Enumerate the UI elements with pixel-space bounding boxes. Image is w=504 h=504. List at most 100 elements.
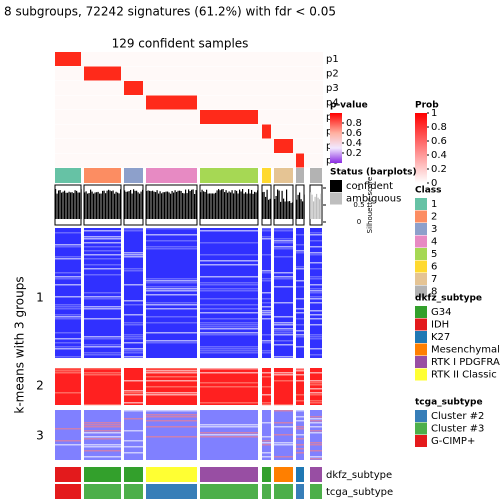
heatmap-stripe — [274, 324, 293, 326]
legend-tick-label: 1 — [431, 108, 437, 119]
heatmap-stripe — [146, 246, 197, 248]
heatmap-stripe — [274, 248, 293, 250]
heatmap-stripe — [200, 432, 258, 434]
heatmap-stripe — [262, 444, 271, 446]
heatmap-stripe — [310, 422, 322, 424]
silhouette-bar — [139, 193, 141, 219]
heatmap-stripe — [262, 310, 271, 312]
silhouette-bar — [177, 190, 179, 219]
legend-tick-label: 0 — [431, 178, 437, 189]
silhouette-bar — [263, 191, 265, 219]
title: 8 subgroups, 72242 signatures (61.2%) wi… — [4, 5, 336, 19]
heatmap-stripe — [200, 308, 258, 310]
heatmap-stripe — [55, 318, 81, 320]
heatmap-stripe — [146, 290, 197, 292]
heatmap-stripe — [200, 348, 258, 350]
legend-label: Mesenchymal — [431, 345, 500, 356]
heatmap-stripe — [262, 292, 271, 294]
heatmap-stripe — [310, 382, 322, 384]
silhouette-bar — [159, 191, 161, 219]
silhouette-bar — [221, 189, 223, 219]
prob-row-bg — [55, 66, 323, 81]
legend-label: G34 — [431, 307, 451, 318]
class-bar — [146, 168, 197, 183]
heatmap-stripe — [84, 236, 121, 238]
silhouette-bar — [201, 189, 203, 219]
silhouette-bar — [296, 199, 298, 219]
heatmap-stripe — [124, 336, 143, 338]
heatmap-stripe — [296, 374, 304, 376]
heatmap-stripe — [200, 230, 258, 232]
heatmap-stripe — [84, 238, 121, 240]
heatmap-stripe — [274, 340, 293, 342]
silhouette-bar — [209, 193, 211, 219]
heatmap-stripe — [262, 456, 271, 458]
heatmap-stripe — [84, 250, 121, 252]
prob-cell — [200, 110, 258, 124]
silhouette-bar — [242, 189, 244, 219]
silhouette-bar — [185, 189, 187, 219]
prob-cell — [262, 124, 271, 139]
heatmap-stripe — [310, 254, 322, 256]
heatmap-block — [55, 368, 81, 405]
legend-title: p-value — [330, 101, 368, 111]
silhouette-bar — [130, 189, 132, 219]
heatmap-stripe — [310, 402, 322, 404]
dkfz-cell — [274, 467, 293, 482]
silhouette-bar — [164, 192, 166, 219]
heatmap-stripe — [84, 436, 121, 438]
prob-cell — [146, 95, 197, 110]
silhouette-bar — [168, 192, 170, 219]
heatmap — [54, 52, 323, 499]
heatmap-stripe — [84, 336, 121, 338]
silhouette-bar — [194, 193, 196, 219]
heatmap-stripe — [262, 272, 271, 274]
silhouette-bar — [299, 192, 301, 219]
heatmap-stripe — [124, 304, 143, 306]
legend-swatch — [415, 368, 427, 381]
heatmap-stripe — [296, 330, 304, 332]
silhouette-bar — [134, 190, 136, 219]
silhouette-bar — [213, 193, 215, 219]
heatmap-stripe — [200, 368, 258, 370]
prob-cell — [274, 139, 293, 153]
heatmap-stripe — [296, 444, 304, 446]
heatmap-stripe — [310, 458, 322, 460]
silhouette-bar — [284, 201, 286, 219]
heatmap-stripe — [55, 232, 81, 234]
heatmap-stripe — [296, 400, 304, 402]
silhouette-bar — [102, 190, 104, 219]
heatmap-stripe — [55, 244, 81, 246]
heatmap-stripe — [55, 392, 81, 394]
heatmap-stripe — [310, 246, 322, 248]
heatmap-stripe — [124, 352, 143, 354]
heatmap-stripe — [296, 334, 304, 336]
heatmap-stripe — [84, 338, 121, 340]
heatmap-stripe — [124, 256, 143, 258]
heatmap-stripe — [310, 444, 322, 446]
heatmap-stripe — [124, 230, 143, 232]
heatmap-stripe — [200, 328, 258, 330]
legend-swatch — [415, 273, 427, 285]
silhouette-bar — [228, 191, 230, 219]
prob-row-bg — [55, 110, 323, 124]
silhouette-bar — [310, 192, 312, 219]
silhouette-bar — [137, 192, 139, 219]
silhouette-bar — [173, 192, 175, 219]
heatmap-stripe — [146, 280, 197, 282]
heatmap-stripe — [296, 252, 304, 254]
heatmap-stripe — [274, 238, 293, 240]
heatmap-stripe — [262, 270, 271, 272]
heatmap-stripe — [146, 394, 197, 396]
heatmap-stripe — [200, 242, 258, 244]
silhouette-bar — [180, 190, 182, 219]
tcga-cell — [296, 484, 304, 499]
heatmap-stripe — [146, 376, 197, 378]
heatmap-stripe — [124, 394, 143, 396]
heatmap-stripe — [84, 426, 121, 428]
heatmap-stripe — [200, 346, 258, 348]
heatmap-stripe — [124, 418, 143, 420]
heatmap-stripe — [200, 426, 258, 428]
heatmap-stripe — [296, 420, 304, 422]
heatmap-stripe — [262, 436, 271, 438]
